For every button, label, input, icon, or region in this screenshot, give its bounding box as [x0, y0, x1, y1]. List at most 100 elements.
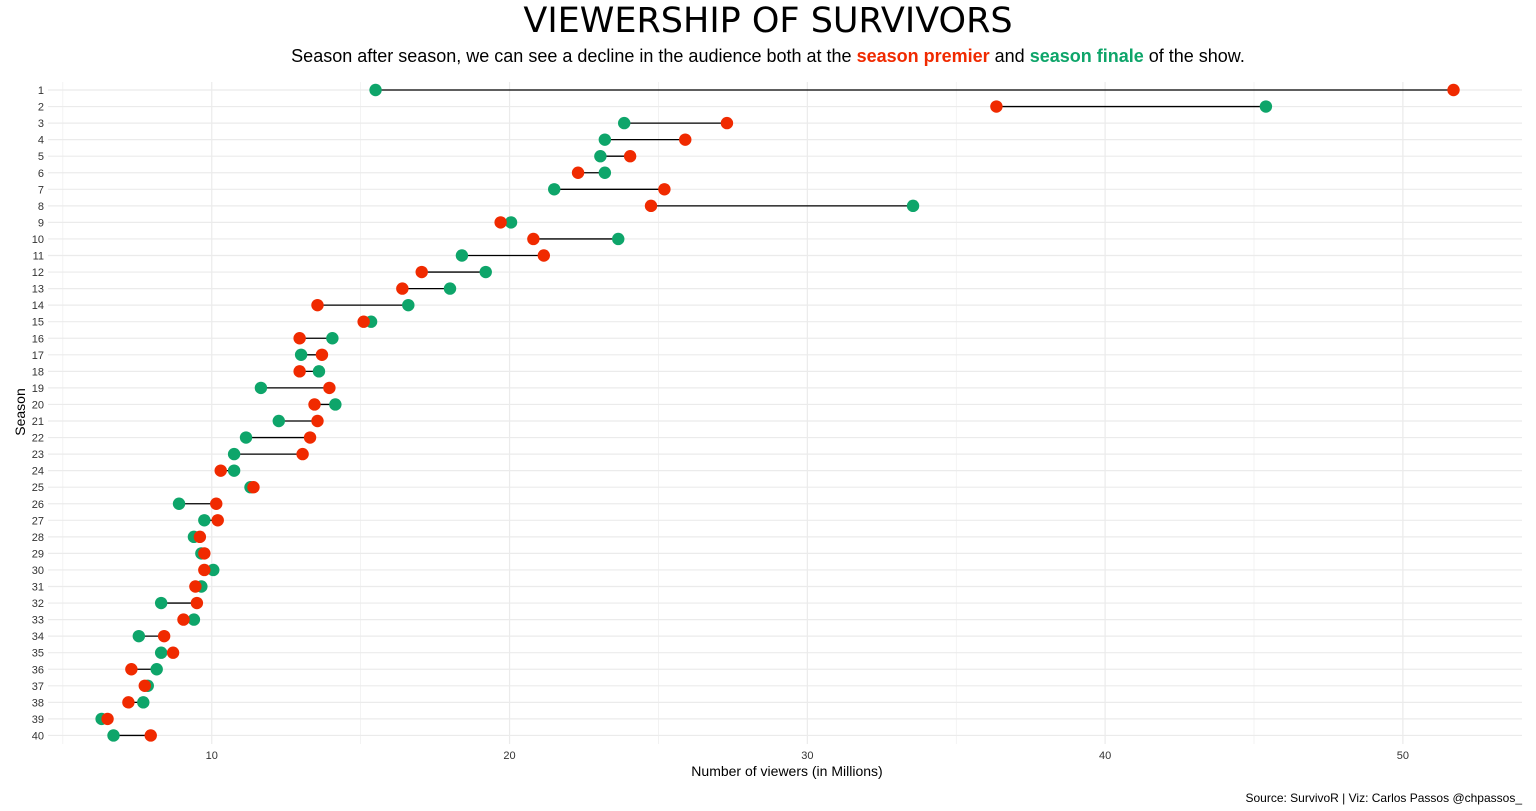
- premier-point: [1447, 83, 1460, 97]
- finale-point: [618, 116, 631, 130]
- chart-subtitle: Season after season, we can see a declin…: [0, 45, 1536, 67]
- subtitle-text-before: Season after season, we can see a declin…: [291, 46, 857, 66]
- premier-point: [311, 414, 324, 428]
- premier-point: [494, 216, 507, 229]
- x-tick-label: 30: [801, 750, 813, 762]
- y-tick-label: 27: [32, 515, 44, 527]
- y-tick-label: 28: [32, 532, 44, 544]
- y-tick-label: 3: [38, 118, 44, 130]
- y-tick-label: 12: [32, 267, 44, 279]
- y-tick-label: 2: [38, 102, 44, 114]
- y-tick-label: 35: [32, 648, 44, 660]
- y-tick-label: 13: [32, 284, 44, 296]
- y-tick-label: 39: [32, 714, 44, 726]
- premier-point: [303, 431, 317, 444]
- finale-point: [598, 166, 612, 179]
- premier-point: [623, 150, 637, 163]
- finale-point: [479, 265, 492, 279]
- y-tick-label: 19: [32, 383, 44, 395]
- x-tick-label: 10: [206, 750, 218, 762]
- x-tick-label: 50: [1397, 750, 1409, 762]
- finale-point: [369, 83, 382, 97]
- finale-point: [187, 613, 201, 626]
- y-tick-label: 33: [32, 615, 44, 627]
- finale-point: [172, 497, 186, 510]
- finale-point: [227, 464, 241, 477]
- source-caption: Source: SurvivoR | Viz: Carlos Passos @c…: [1245, 791, 1522, 805]
- premier-point: [157, 629, 171, 643]
- finale-point: [329, 398, 342, 411]
- y-tick-label: 40: [32, 730, 44, 742]
- y-tick-label: 20: [32, 399, 44, 411]
- finale-point: [207, 563, 220, 577]
- premier-point: [357, 315, 370, 328]
- finale-point: [198, 514, 211, 527]
- finale-point: [455, 249, 469, 262]
- finale-point: [906, 199, 920, 213]
- y-tick-label: 7: [38, 184, 44, 196]
- premier-point: [247, 481, 260, 494]
- premier-point: [198, 547, 211, 560]
- x-axis-label: Number of viewers (in Millions): [691, 763, 882, 779]
- y-tick-label: 23: [32, 449, 44, 461]
- y-tick-label: 36: [32, 664, 44, 676]
- y-tick-label: 25: [32, 482, 44, 494]
- y-tick-label: 6: [38, 168, 44, 180]
- premier-point: [193, 530, 207, 544]
- finale-point: [612, 232, 625, 246]
- segment-layer: [101, 89, 1454, 737]
- premier-point: [138, 679, 151, 692]
- premier-point: [527, 232, 540, 246]
- y-tick-label: 16: [32, 333, 44, 345]
- finale-point: [150, 663, 163, 676]
- finale-point: [154, 596, 168, 610]
- finale-point: [294, 348, 308, 361]
- finale-point: [326, 332, 339, 345]
- premier-point: [122, 696, 135, 709]
- premier-point: [415, 265, 428, 279]
- premier-point: [990, 100, 1003, 113]
- premier-point: [190, 596, 204, 610]
- premier-point: [210, 497, 223, 510]
- premier-point: [189, 580, 202, 593]
- premier-point: [211, 514, 224, 527]
- premier-point: [679, 133, 692, 146]
- finale-point: [132, 629, 146, 643]
- y-tick-label: 11: [33, 251, 44, 263]
- chart-title: VIEWERSHIP OF SURVIVORS: [523, 1, 1013, 41]
- premier-point: [311, 298, 324, 312]
- premier-point: [293, 332, 306, 345]
- y-tick-label: 14: [32, 300, 44, 312]
- finale-point: [107, 729, 120, 742]
- finale-point: [239, 431, 253, 444]
- finale-point: [1259, 100, 1273, 113]
- finale-point: [443, 282, 457, 295]
- y-tick-label: 30: [32, 565, 44, 577]
- premier-point: [177, 613, 190, 626]
- y-tick-label: 34: [32, 631, 44, 643]
- premier-point: [125, 663, 138, 676]
- premier-point: [198, 563, 211, 577]
- finale-point: [227, 447, 241, 461]
- point-layer: [95, 83, 1460, 742]
- x-tick-label: 40: [1099, 750, 1111, 762]
- subtitle-premier-highlight: season premier: [856, 46, 990, 66]
- finale-point: [154, 646, 168, 659]
- premier-point: [720, 116, 734, 130]
- y-tick-label: 21: [32, 416, 44, 428]
- finale-point: [254, 381, 268, 395]
- finale-point: [312, 365, 326, 378]
- premier-point: [293, 365, 306, 378]
- finale-point: [402, 298, 415, 312]
- y-tick-label: 26: [32, 499, 44, 511]
- y-tick-label: 24: [32, 466, 44, 478]
- y-tick-label: 1: [38, 85, 44, 97]
- y-tick-label: 17: [32, 350, 44, 362]
- y-tick-label: 38: [32, 697, 44, 709]
- y-tick-label: 8: [38, 201, 44, 213]
- finale-point: [504, 216, 518, 229]
- x-tick-label: 20: [503, 750, 515, 762]
- y-tick-label: 15: [32, 317, 44, 329]
- premier-point: [644, 199, 658, 213]
